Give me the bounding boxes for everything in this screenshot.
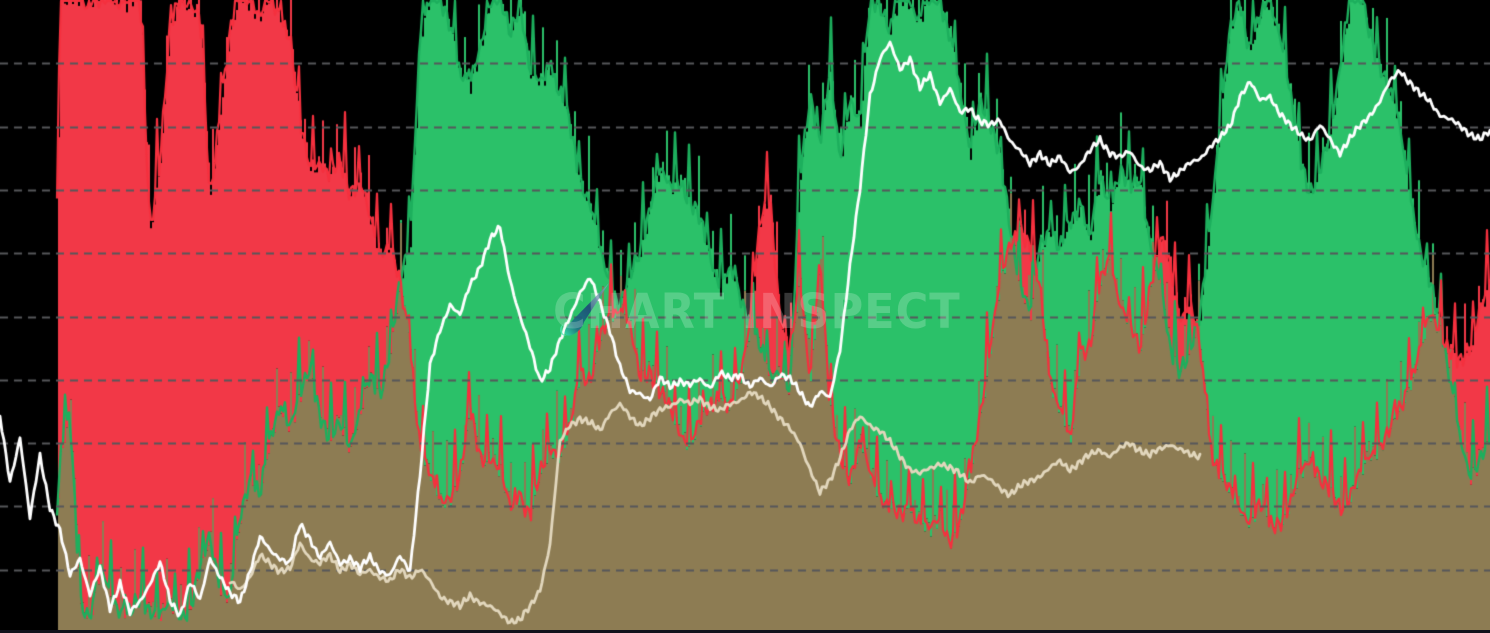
bottom-border bbox=[0, 630, 1490, 633]
